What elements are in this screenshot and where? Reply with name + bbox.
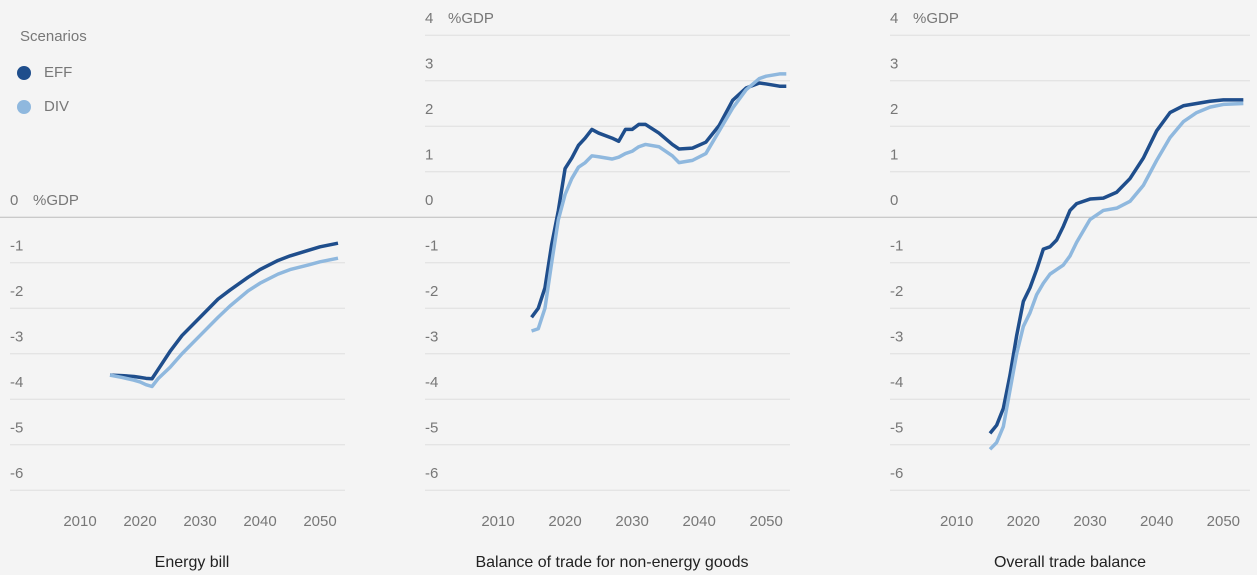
y-tick-label: -5 <box>890 420 903 437</box>
y-tick-label: 3 <box>890 56 898 73</box>
x-tick-label: 2030 <box>615 513 648 530</box>
x-tick-label: 2040 <box>243 513 276 530</box>
y-tick-label: -3 <box>890 329 903 346</box>
y-axis-label: %GDP <box>913 10 959 27</box>
y-tick-label: -2 <box>425 283 438 300</box>
x-tick-label: 2020 <box>1007 513 1040 530</box>
y-tick-label: -6 <box>425 465 438 482</box>
y-tick-label: 1 <box>890 147 898 164</box>
y-tick-label: 2 <box>425 101 433 118</box>
y-axis-label: %GDP <box>33 192 79 209</box>
x-tick-label: 2050 <box>303 513 336 530</box>
x-tick-label: 2040 <box>682 513 715 530</box>
chart-title: Overall trade balance <box>994 554 1146 571</box>
y-tick-label: -4 <box>10 374 23 391</box>
legend-swatch <box>17 100 31 114</box>
x-tick-label: 2020 <box>123 513 156 530</box>
x-tick-label: 2010 <box>481 513 514 530</box>
y-tick-label: 0 <box>890 192 898 209</box>
series-line <box>530 72 787 333</box>
y-tick-label: 4 <box>890 10 898 27</box>
y-tick-label: 0 <box>10 192 18 209</box>
y-tick-label: 3 <box>425 56 433 73</box>
series-line <box>109 256 339 389</box>
y-axis-label: %GDP <box>448 10 494 27</box>
y-tick-label: -5 <box>10 420 23 437</box>
x-tick-label: 2040 <box>1140 513 1173 530</box>
legend-swatch <box>17 66 31 80</box>
x-tick-label: 2010 <box>63 513 96 530</box>
y-tick-label: 1 <box>425 147 433 164</box>
x-tick-label: 2030 <box>1073 513 1106 530</box>
chart-title: Energy bill <box>155 554 230 571</box>
chart-title: Balance of trade for non-energy goods <box>475 554 748 571</box>
y-tick-label: -4 <box>425 374 438 391</box>
y-tick-label: -1 <box>10 238 23 255</box>
y-tick-label: 4 <box>425 10 433 27</box>
x-tick-label: 2050 <box>1207 513 1240 530</box>
x-tick-label: 2030 <box>183 513 216 530</box>
y-tick-label: -3 <box>425 329 438 346</box>
series-line <box>109 241 339 381</box>
legend-label: DIV <box>44 98 69 115</box>
legend-title: Scenarios <box>20 28 87 45</box>
series-line <box>988 101 1244 451</box>
x-tick-label: 2020 <box>548 513 581 530</box>
y-tick-label: -6 <box>890 465 903 482</box>
y-tick-label: -5 <box>425 420 438 437</box>
y-tick-label: 0 <box>425 192 433 209</box>
x-tick-label: 2050 <box>749 513 782 530</box>
y-tick-label: -4 <box>890 374 903 391</box>
x-tick-label: 2010 <box>940 513 973 530</box>
y-tick-label: -6 <box>10 465 23 482</box>
y-tick-label: -2 <box>890 283 903 300</box>
legend-label: EFF <box>44 64 72 81</box>
series-line <box>530 81 787 319</box>
y-tick-label: -1 <box>425 238 438 255</box>
series-line <box>988 98 1244 435</box>
y-tick-label: -1 <box>890 238 903 255</box>
y-tick-label: -2 <box>10 283 23 300</box>
y-tick-label: 2 <box>890 101 898 118</box>
y-tick-label: -3 <box>10 329 23 346</box>
